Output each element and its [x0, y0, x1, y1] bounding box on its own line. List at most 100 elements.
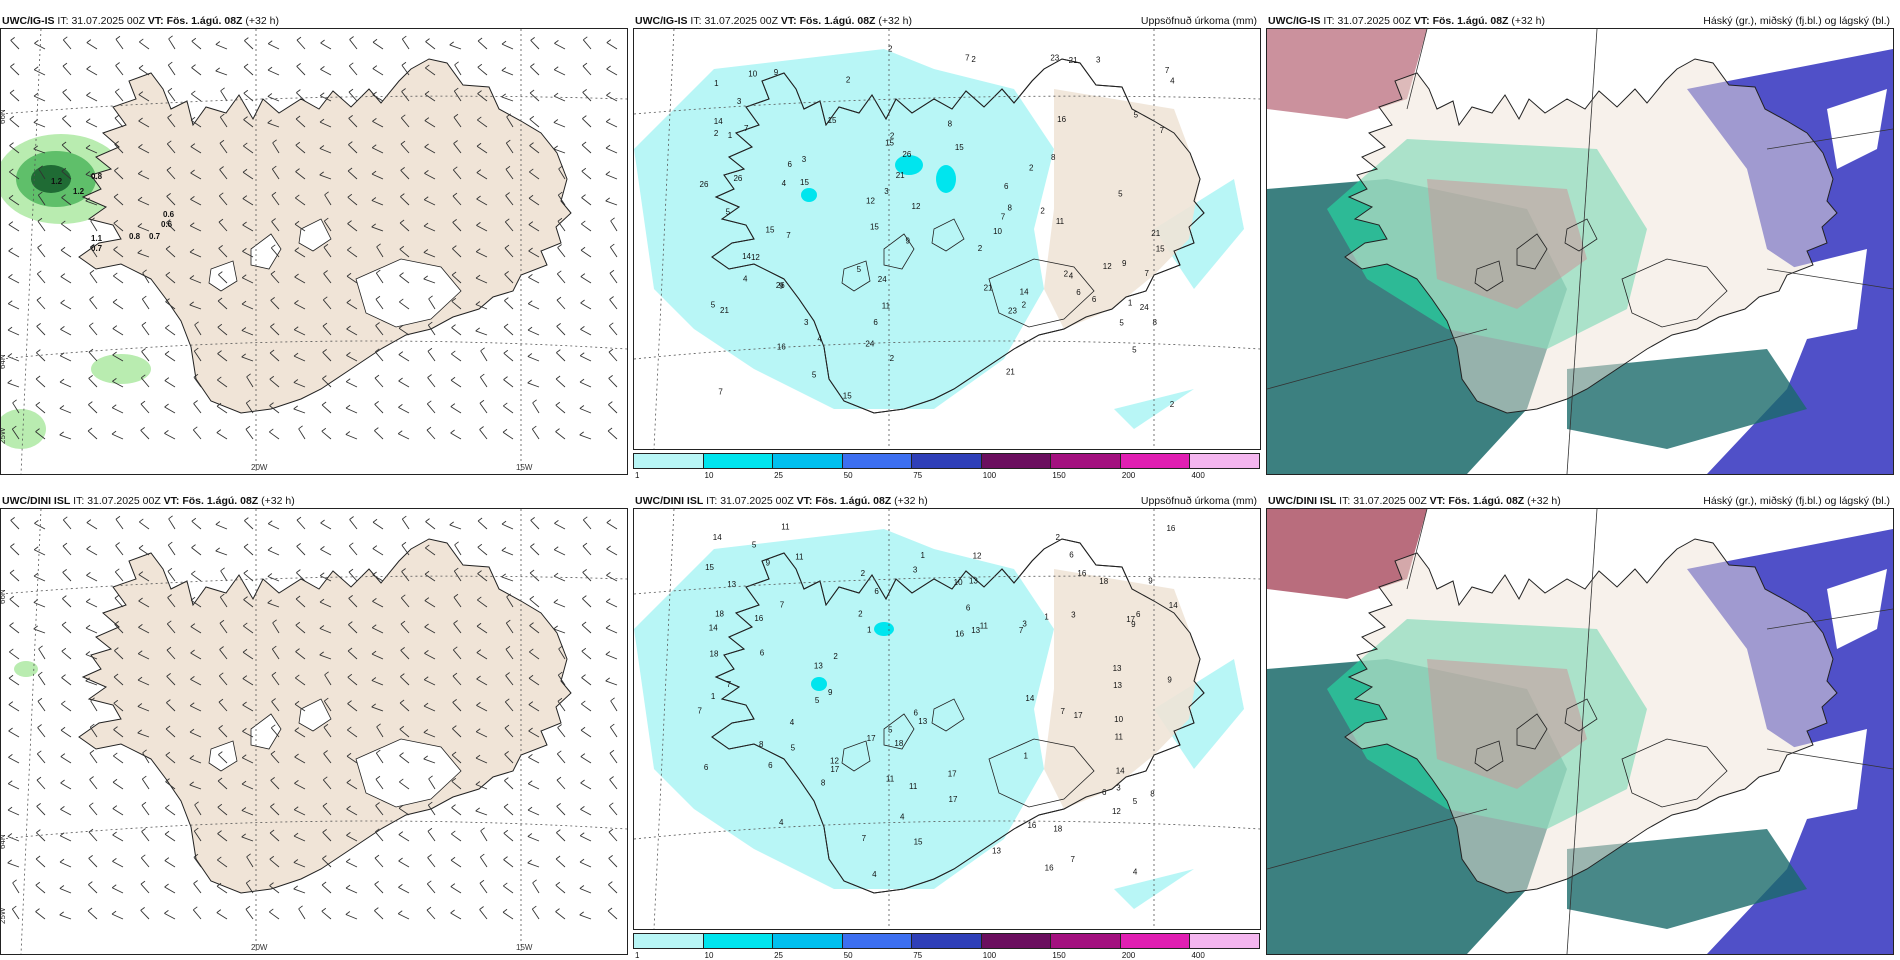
wind-barb-flag	[425, 518, 430, 522]
wind-barb-flag	[165, 298, 170, 302]
precip-value-label: 9	[906, 237, 911, 246]
wind-barb	[86, 601, 98, 608]
wind-barb	[271, 195, 280, 206]
wind-barb-flag	[115, 542, 120, 546]
wind-barb-flag	[112, 378, 117, 382]
wind-barb	[399, 301, 410, 310]
wind-barb	[9, 171, 20, 180]
cloud-map[interactable]	[1266, 28, 1894, 475]
wind-barb-flag	[194, 801, 199, 806]
wind-barb	[423, 758, 436, 764]
wind-barb	[477, 520, 488, 530]
wind-barb	[245, 402, 254, 414]
wind-barb	[504, 754, 514, 764]
precip-map[interactable]: 1 16 8 12 13 4 7 17 6 7 4 9 16 9 7 11 13 18 1 9 9 14 18 3 13 17 16…	[633, 508, 1261, 930]
wind-barb-flag	[609, 749, 615, 754]
wind-barb-flag	[322, 802, 328, 807]
wind-barb	[296, 546, 306, 556]
wind-barb	[450, 912, 462, 920]
cloud-map[interactable]	[1266, 508, 1894, 955]
wind-barb-flag	[371, 170, 377, 175]
wind-barb	[424, 172, 436, 180]
precip-value-label: 13	[814, 662, 823, 671]
wind-barb-flag	[112, 298, 118, 303]
precip-value-label: 6	[1004, 182, 1009, 191]
wind-barb-flag	[609, 802, 614, 807]
wind-barb	[114, 597, 124, 608]
wind-barb	[400, 623, 410, 634]
wind-barb-flag	[505, 698, 510, 703]
precip-map[interactable]: 21 7 6 5 21 12 4 21 9 23 3 2 4 6 21 5 7 15 15 5 2 5 24 5 2 15 14 14…	[633, 28, 1261, 450]
wind-barb-flag	[580, 779, 585, 784]
wind-barb	[111, 913, 124, 920]
wind-barb-flag	[9, 115, 15, 120]
wind-barb	[346, 328, 358, 336]
wind-barb-flag	[271, 244, 276, 249]
wind-barb-flag	[8, 221, 14, 226]
wind-map[interactable]: 1.2 0.8 1.2 0.6 0.6 0.7 0.8 0.7 1.1 66N 64N 20W 15W 2…	[0, 28, 628, 475]
wind-barb	[477, 546, 488, 556]
wind-barb-flag	[423, 755, 428, 760]
wind-barb	[243, 625, 254, 634]
precip-value-label: 13	[992, 846, 1001, 855]
wind-barb-flag	[59, 832, 65, 837]
wind-barb-flag	[530, 37, 535, 41]
colorbar-swatch	[772, 453, 843, 469]
wind-barb-flag	[61, 167, 67, 172]
wind-barb	[294, 250, 306, 258]
wind-barb-flag	[425, 64, 430, 69]
wind-barb	[88, 378, 98, 388]
wind-barb-flag	[504, 751, 509, 755]
precip-value-label: 6	[1136, 610, 1141, 619]
wind-barb-flag	[556, 323, 561, 327]
wind-barb-flag	[553, 145, 558, 150]
wind-barb-flag	[556, 803, 561, 807]
wind-barb	[553, 122, 566, 128]
wind-barb-flag	[450, 429, 455, 434]
wind-barb-flag	[241, 353, 246, 358]
precip-value-label: 13	[1113, 664, 1122, 673]
wind-barb-flag	[476, 222, 481, 226]
wind-barb	[346, 381, 358, 388]
wind-barb-flag	[142, 269, 147, 274]
wind-barb-flag	[243, 543, 249, 548]
precip-value-label: 0.8	[129, 232, 141, 241]
wind-barb-flag	[217, 350, 222, 354]
precip-value-label: 14	[713, 533, 722, 542]
wind-barb	[582, 572, 592, 582]
wind-barb-flag	[219, 139, 225, 144]
wind-barb-flag	[347, 700, 352, 704]
wind-barb-flag	[90, 697, 95, 702]
wind-barb	[477, 599, 488, 608]
wind-barb-flag	[401, 88, 406, 92]
precip-value-label: 15	[1156, 245, 1165, 254]
wind-barb-flag	[582, 89, 587, 93]
wind-barb	[112, 301, 124, 310]
wind-barb	[267, 549, 280, 556]
wind-barb-flag	[527, 859, 532, 864]
wind-barb	[138, 146, 150, 154]
wind-map[interactable]: 66N 64N 20W 15W 25W	[0, 508, 628, 955]
wind-barb-flag	[298, 425, 303, 430]
wind-barb	[60, 302, 72, 310]
wind-barb	[295, 118, 306, 128]
wind-barb-flag	[451, 804, 456, 808]
wind-barb-flag	[579, 858, 585, 863]
wind-barb	[242, 704, 254, 712]
wind-barb-flag	[320, 39, 325, 44]
wind-barb	[424, 679, 436, 686]
wind-barb	[138, 626, 150, 634]
precip-value-label: 7	[965, 54, 970, 63]
precip-value-label: 4	[872, 870, 877, 879]
wind-barb-flag	[454, 61, 459, 66]
wind-barb	[557, 701, 566, 712]
wind-barb-flag	[137, 729, 142, 734]
precip-value-label: 9	[1167, 675, 1172, 684]
precip-value-label: 17	[1126, 615, 1135, 624]
precip-value-label: 4	[782, 179, 787, 188]
wind-barb	[165, 754, 176, 764]
wind-barb-flag	[346, 805, 351, 810]
wind-barb-flag	[399, 272, 404, 276]
wind-barb-flag	[245, 905, 251, 910]
wind-barb	[476, 704, 488, 712]
